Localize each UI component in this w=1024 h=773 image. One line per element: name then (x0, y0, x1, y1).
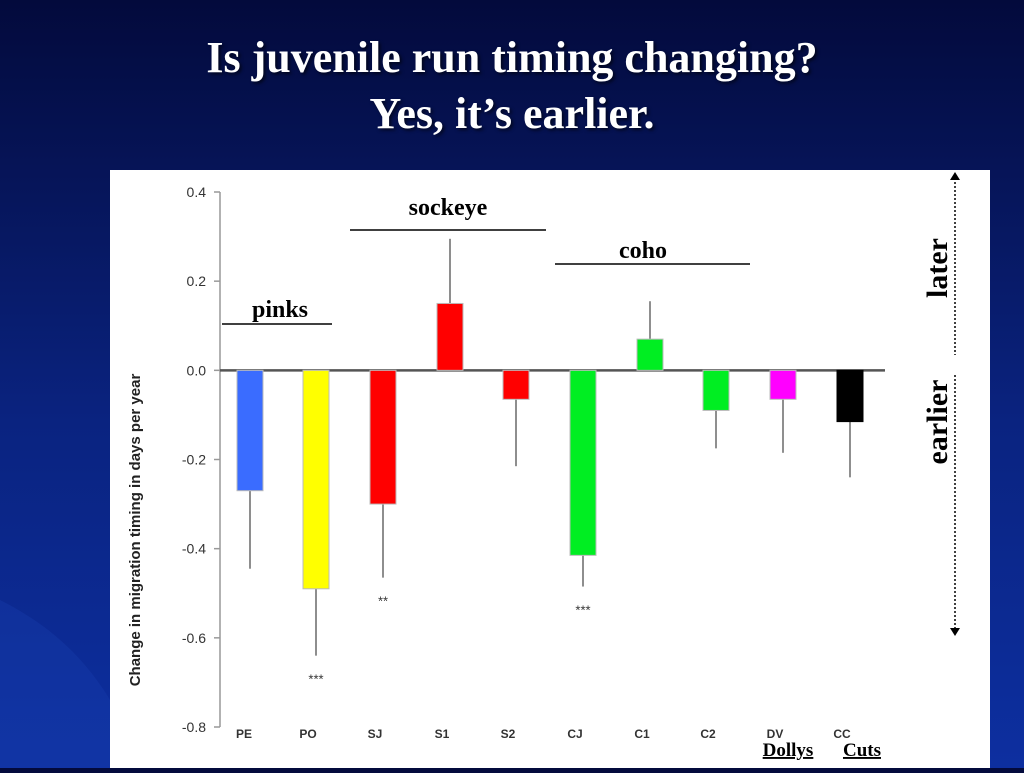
bar-PE (236, 369, 264, 492)
earlier-arrowhead (950, 628, 960, 636)
slide-title: Is juvenile run timing changing? Yes, it… (0, 30, 1024, 142)
significance-label: *** (575, 603, 590, 618)
y-tick-label: 0.0 (187, 362, 207, 378)
x-tick-label: SJ (368, 727, 383, 741)
x-tick-label: S1 (435, 727, 450, 741)
bars: ******** (236, 238, 864, 687)
y-axis-label: Change in migration timing in days per y… (127, 374, 144, 687)
y-tick-label: -0.4 (182, 541, 206, 557)
y-tick-label: -0.2 (182, 452, 206, 468)
bar-DV (769, 369, 797, 400)
title-line-1: Is juvenile run timing changing? (206, 33, 818, 82)
significance-label: ** (378, 594, 388, 609)
x-tick-label: CC (833, 727, 851, 741)
background-decoration (0, 600, 110, 768)
group-labels: pinks sockeye coho Dollys Cuts (222, 195, 881, 761)
bar-SJ (369, 369, 397, 505)
y-tick-label: 0.2 (187, 273, 207, 289)
bar-PO (302, 369, 330, 590)
later-label: later (921, 238, 954, 298)
group-label-3: Dollys (763, 740, 814, 761)
x-tick-label: C1 (634, 727, 650, 741)
bar-CC (836, 369, 864, 423)
x-axis-labels: PE PO SJ S1 S2 CJ C1 C2 DV CC (236, 727, 851, 741)
x-tick-label: DV (767, 727, 784, 741)
bar-CJ (569, 369, 597, 556)
x-tick-label: PE (236, 727, 252, 741)
title-line-2: Yes, it’s earlier. (369, 89, 655, 138)
group-label-4: Cuts (843, 740, 881, 761)
y-tick-label: -0.6 (182, 630, 206, 646)
bar-S1 (436, 302, 464, 371)
later-arrowhead (950, 172, 960, 180)
group-label-0: pinks (252, 297, 308, 323)
x-tick-label: CJ (567, 727, 582, 741)
group-label-1: sockeye (409, 195, 488, 221)
direction-arrows: later earlier (921, 172, 960, 636)
x-tick-label: PO (299, 727, 316, 741)
y-tick-label: 0.4 (187, 184, 207, 200)
x-tick-label: S2 (501, 727, 516, 741)
direction-panel: later earlier (895, 170, 990, 768)
earlier-label: earlier (921, 380, 954, 465)
bar-chart: Change in migration timing in days per y… (110, 170, 895, 768)
significance-label: *** (308, 672, 323, 687)
bar-C2 (702, 369, 730, 411)
bar-C1 (636, 338, 664, 371)
bar-S2 (502, 369, 530, 400)
y-tick-label: -0.8 (182, 719, 206, 735)
chart-background (110, 170, 895, 768)
group-label-2: coho (619, 238, 667, 264)
x-tick-label: C2 (700, 727, 716, 741)
